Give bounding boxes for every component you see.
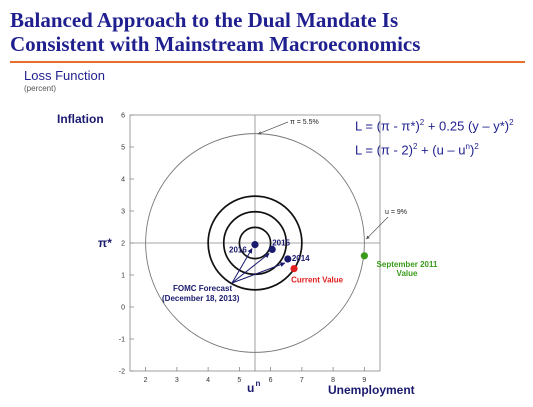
title-divider xyxy=(10,61,525,63)
formula2-tail: ) xyxy=(469,142,475,158)
y-tick-label: 4 xyxy=(121,177,125,184)
fomc-point-2015 xyxy=(268,245,276,253)
x-tick-label: 2 xyxy=(144,377,148,384)
formula2-mid: + (u – u xyxy=(417,142,466,158)
september-2011-point xyxy=(360,252,368,260)
formula2-lhs: L = (π - 2) xyxy=(355,142,413,158)
annotation-u-arrow xyxy=(366,216,389,240)
annotation-pi-5-5: π = 5.5% xyxy=(290,119,319,126)
fomc-caption-line2: (December 18, 2013) xyxy=(162,294,240,303)
loss-formula-general: L = (π - π*)2 + 0.25 (y – y*)2 xyxy=(355,118,514,133)
formula1-exp1: 2 xyxy=(419,118,425,127)
y-tick-label: 1 xyxy=(121,273,125,280)
formula1-exp2: 2 xyxy=(509,118,514,127)
fomc-label-2015: 2015 xyxy=(272,238,290,247)
annotation-u-9: u = 9% xyxy=(385,209,407,216)
x-tick-label: 8 xyxy=(331,377,335,384)
slide-title: Balanced Approach to the Dual Mandate Is… xyxy=(10,8,525,56)
fomc-caption-line1: FOMC Forecast xyxy=(173,284,232,293)
u-n-superscript: n xyxy=(256,379,261,388)
x-tick-label: 7 xyxy=(300,377,304,384)
x-tick-label: 5 xyxy=(237,377,241,384)
formula2-sup-n: n xyxy=(465,142,470,151)
y-tick-label: 6 xyxy=(121,113,125,120)
x-tick-label: 9 xyxy=(362,377,366,384)
y-tick-label: -2 xyxy=(119,369,125,376)
september-2011-label-line1: September 2011 xyxy=(377,260,438,269)
september-2011-label-line2: Value xyxy=(397,269,418,278)
pi-star-label: π* xyxy=(98,236,112,250)
y-tick-label: 3 xyxy=(121,209,125,216)
formula1-lhs: L = (π - π*) xyxy=(355,118,420,134)
formula2-exp2: 2 xyxy=(474,142,479,151)
formula1-mid: + 0.25 (y – y*) xyxy=(424,118,510,134)
fomc-point-2016 xyxy=(251,241,259,249)
y-tick-label: 5 xyxy=(121,145,125,152)
annotation-pi-arrow xyxy=(257,121,289,135)
loss-contour xyxy=(238,226,272,260)
fomc-arrow xyxy=(231,262,286,284)
fomc-label-2016: 2016 xyxy=(229,246,247,255)
slide-title-line1: Balanced Approach to the Dual Mandate Is xyxy=(10,8,399,32)
chart-subtitle: Loss Function xyxy=(24,68,105,83)
x-axis-label: Unemployment xyxy=(328,383,415,397)
current-value-label: Current Value xyxy=(291,276,344,285)
y-tick-label: 2 xyxy=(121,241,125,248)
y-axis-label: Inflation xyxy=(57,112,104,126)
loss-contour xyxy=(145,133,365,353)
formula2-exp1: 2 xyxy=(412,142,418,151)
fomc-arrow xyxy=(231,253,270,284)
y-tick-label: 0 xyxy=(121,305,125,312)
loss-formula-specific: L = (π - 2)2 + (u – un)2 xyxy=(355,142,479,157)
fomc-point-2014 xyxy=(284,255,292,263)
x-tick-label: 6 xyxy=(269,377,273,384)
x-tick-label: 3 xyxy=(175,377,179,384)
fomc-label-2014: 2014 xyxy=(292,254,310,263)
u-n-label: u xyxy=(247,381,254,395)
y-tick-label: -1 xyxy=(119,337,125,344)
current-value-point xyxy=(290,265,298,273)
x-tick-label: 4 xyxy=(206,377,210,384)
fomc-arrow xyxy=(231,248,253,284)
chart-unit: (percent) xyxy=(24,84,57,93)
slide-title-line2: Consistent with Mainstream Macroeconomic… xyxy=(10,32,421,56)
loss-contour xyxy=(207,195,303,291)
